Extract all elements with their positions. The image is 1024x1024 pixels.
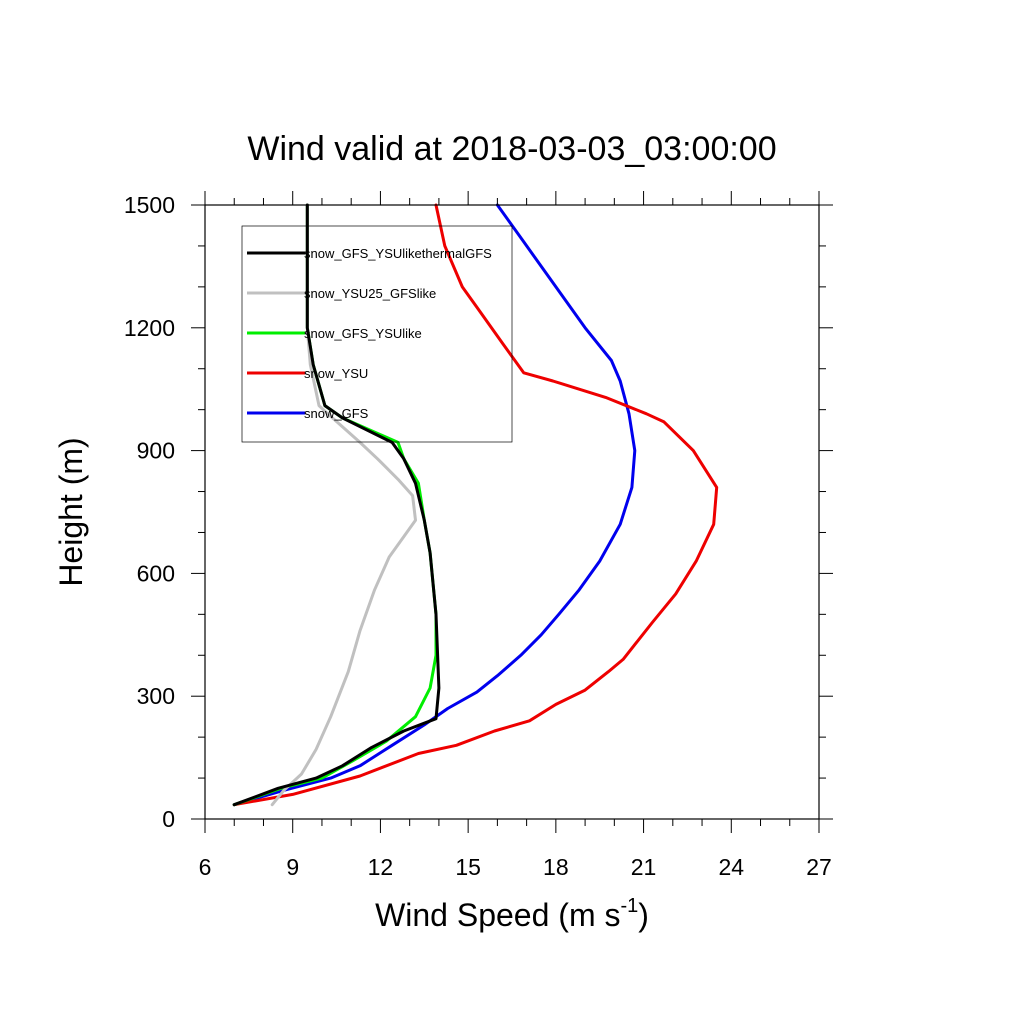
plot-frame (204, 204, 820, 820)
series-line-snow_GFS (232, 203, 637, 807)
legend-label: snow_YSU25_GFSlike (304, 286, 436, 301)
y-tick-label: 300 (137, 683, 175, 709)
y-tick-labels: 0 300 600 900 1200 1500 (124, 192, 175, 832)
x-tick-label: 27 (806, 854, 832, 880)
x-tick-label: 12 (368, 854, 394, 880)
x-tick-label: 18 (543, 854, 569, 880)
legend-label: snow_GFS_YSUlike (304, 326, 422, 341)
x-tick-label: 24 (718, 854, 744, 880)
series-line-snow_YSU25_GFSlike (270, 203, 417, 807)
x-axis-label-text: Wind Speed (m s (375, 897, 620, 933)
y-axis-label: Height (m) (53, 437, 89, 586)
series-line-snow_GFS_YSUlikethermalGFS (232, 203, 441, 807)
series-line-snow_YSU (232, 203, 719, 807)
y-tick-label: 600 (137, 560, 175, 586)
y-tick-label: 1500 (124, 192, 175, 218)
x-axis-label: Wind Speed (m s-1) (375, 895, 649, 933)
y-tick-label: 0 (162, 806, 175, 832)
x-tick-label: 6 (199, 854, 212, 880)
x-axis-label-close: ) (638, 897, 649, 933)
series-layer (232, 203, 719, 807)
x-tick-label: 21 (631, 854, 657, 880)
legend-label: snow_GFS_YSUlikethermalGFS (304, 246, 492, 261)
y-tick-label: 900 (137, 438, 175, 464)
legend-items: snow_GFS_YSUlikethermalGFS snow_YSU25_GFS… (247, 246, 492, 421)
legend-label: snow_GFS (304, 406, 369, 421)
x-axis-label-superscript: -1 (620, 895, 638, 917)
x-tick-label: 15 (455, 854, 481, 880)
x-tick-labels: 6 9 12 15 18 21 24 27 (199, 854, 832, 880)
legend-box (241, 225, 513, 443)
legend-label: snow_YSU (304, 366, 368, 381)
y-tick-label: 1200 (124, 315, 175, 341)
legend: snow_GFS_YSUlikethermalGFS snow_YSU25_GFS… (241, 225, 513, 443)
x-tick-label: 9 (286, 854, 299, 880)
axis-ticks (191, 191, 833, 833)
chart-title: Wind valid at 2018-03-03_03:00:00 (247, 130, 776, 168)
plot-area (191, 191, 833, 833)
